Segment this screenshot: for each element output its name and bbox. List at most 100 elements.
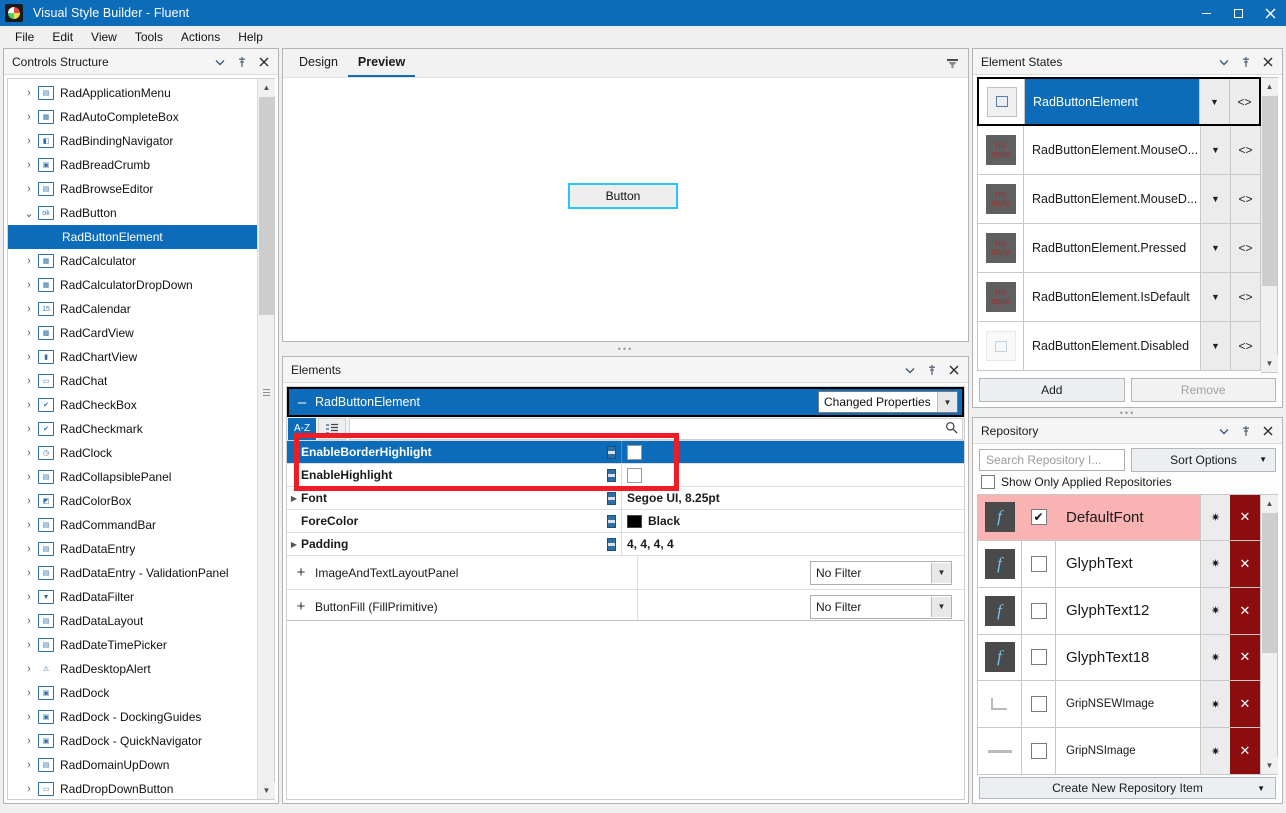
- tree-item-raddock-dockingguides[interactable]: › ▣ RadDock - DockingGuides: [8, 705, 257, 729]
- chevron-right-icon[interactable]: ›: [27, 471, 31, 483]
- tree-item-radbreadcrumb[interactable]: › ▣ RadBreadCrumb: [8, 153, 257, 177]
- property-row[interactable]: EnableBorderHighlight: [287, 441, 964, 464]
- element-state-row[interactable]: no style RadButtonElement.MouseD... ▼ <>: [977, 175, 1261, 224]
- pin-icon[interactable]: [1236, 52, 1256, 72]
- tree-item-raddataentry-validationpanel[interactable]: › ▤ RadDataEntry - ValidationPanel: [8, 561, 257, 585]
- chevron-right-icon[interactable]: ›: [27, 711, 31, 723]
- remove-state-button[interactable]: Remove: [1130, 378, 1276, 402]
- property-value[interactable]: [621, 441, 964, 463]
- tree-item-raddatafilter[interactable]: › ▼ RadDataFilter: [8, 585, 257, 609]
- chevron-down-icon[interactable]: [900, 360, 920, 380]
- property-binding-icon[interactable]: [601, 514, 621, 528]
- property-row[interactable]: ▶ Font Segoe UI, 8.25pt: [287, 487, 964, 510]
- chevron-right-icon[interactable]: ›: [27, 519, 31, 531]
- tab-preview[interactable]: Preview: [347, 49, 416, 77]
- repository-row[interactable]: GripNSImage ✷ ✕: [977, 728, 1261, 775]
- menu-tools[interactable]: Tools: [134, 30, 163, 44]
- close-icon[interactable]: [254, 52, 274, 72]
- tree-item-raddataentry[interactable]: › ▤ RadDataEntry: [8, 537, 257, 561]
- property-value[interactable]: [621, 464, 964, 486]
- child-filter-select[interactable]: No Filter ▼: [810, 594, 952, 619]
- state-code-button[interactable]: <>: [1230, 126, 1260, 174]
- tree-item-radcalendar[interactable]: › 15 RadCalendar: [8, 297, 257, 321]
- repository-checkbox[interactable]: [1030, 555, 1047, 572]
- states-scrollbar[interactable]: ▲ ▼: [1261, 77, 1278, 373]
- menu-actions[interactable]: Actions: [180, 30, 221, 44]
- state-dropdown-button[interactable]: ▼: [1200, 322, 1230, 370]
- tree-item-radcollapsiblepanel[interactable]: › ▤ RadCollapsiblePanel: [8, 465, 257, 489]
- chevron-right-icon[interactable]: ›: [27, 735, 31, 747]
- create-new-repository-item-button[interactable]: Create New Repository Item ▼: [979, 777, 1276, 799]
- menu-edit[interactable]: Edit: [52, 30, 74, 44]
- expand-arrow-icon[interactable]: ▶: [290, 539, 298, 549]
- apply-icon[interactable]: ✷: [1200, 495, 1230, 540]
- scroll-up-icon[interactable]: ▲: [1261, 78, 1278, 95]
- tree-item-raddropdownbutton[interactable]: › ▭ RadDropDownButton: [8, 777, 257, 799]
- category-sort-icon[interactable]: [318, 417, 346, 440]
- property-row[interactable]: ▶ Padding 4, 4, 4, 4: [287, 533, 964, 556]
- chevron-right-icon[interactable]: ›: [27, 615, 31, 627]
- tree-item-radcheckmark[interactable]: › ✔ RadCheckmark: [8, 417, 257, 441]
- maximize-button[interactable]: [1222, 0, 1254, 26]
- chevron-right-icon[interactable]: ›: [27, 87, 31, 99]
- tree-item-radclock[interactable]: › ◷ RadClock: [8, 441, 257, 465]
- pin-icon[interactable]: [232, 52, 252, 72]
- add-state-button[interactable]: Add: [979, 378, 1125, 402]
- repository-scrollbar[interactable]: ▲ ▼: [1261, 494, 1278, 775]
- apply-icon[interactable]: ✷: [1200, 681, 1230, 728]
- property-row[interactable]: ForeColor Black: [287, 510, 964, 533]
- tab-design[interactable]: Design: [299, 55, 338, 69]
- tree-item-radcolorbox[interactable]: › ◩ RadColorBox: [8, 489, 257, 513]
- chevron-right-icon[interactable]: ›: [27, 783, 31, 795]
- property-value[interactable]: 4, 4, 4, 4: [621, 533, 964, 555]
- chevron-right-icon[interactable]: ›: [27, 399, 31, 411]
- close-icon[interactable]: [944, 360, 964, 380]
- scroll-thumb[interactable]: [1262, 513, 1277, 653]
- state-code-button[interactable]: <>: [1230, 224, 1260, 272]
- state-dropdown-button[interactable]: ▼: [1200, 175, 1230, 223]
- element-state-row[interactable]: no style RadButtonElement.Pressed ▼ <>: [977, 224, 1261, 273]
- expand-arrow-icon[interactable]: ▶: [290, 493, 298, 503]
- property-search-input[interactable]: [349, 417, 963, 440]
- apply-icon[interactable]: ✷: [1200, 634, 1230, 681]
- horizontal-splitter[interactable]: •••: [617, 344, 634, 354]
- tree-item-radbrowseeditor[interactable]: › ▤ RadBrowseEditor: [8, 177, 257, 201]
- close-icon[interactable]: [1258, 421, 1278, 441]
- apply-icon[interactable]: ✷: [1200, 540, 1230, 587]
- chevron-right-icon[interactable]: ›: [27, 687, 31, 699]
- element-state-row[interactable]: no style RadButtonElement.IsDefault ▼ <>: [977, 273, 1261, 322]
- pin-icon[interactable]: [1236, 421, 1256, 441]
- sort-options-button[interactable]: Sort Options ▼: [1131, 447, 1276, 472]
- chevron-right-icon[interactable]: ›: [27, 159, 31, 171]
- tree-item-raddock[interactable]: › ▣ RadDock: [8, 681, 257, 705]
- chevron-right-icon[interactable]: ›: [27, 351, 31, 363]
- state-code-button[interactable]: <>: [1229, 79, 1259, 124]
- tree-item-raddock-quicknavigator[interactable]: › ▣ RadDock - QuickNavigator: [8, 729, 257, 753]
- tree-item-raddesktopalert[interactable]: › ⚠ RadDesktopAlert: [8, 657, 257, 681]
- property-binding-icon[interactable]: [601, 537, 621, 551]
- tree-scrollbar[interactable]: ▲ ▼: [257, 79, 275, 799]
- scroll-up-icon[interactable]: ▲: [258, 79, 275, 96]
- chevron-right-icon[interactable]: ›: [27, 135, 31, 147]
- tree-item-radautocompletebox[interactable]: › ▦ RadAutoCompleteBox: [8, 105, 257, 129]
- chevron-down-icon[interactable]: ▼: [931, 596, 951, 617]
- state-code-button[interactable]: <>: [1230, 322, 1260, 370]
- chevron-right-icon[interactable]: ›: [27, 543, 31, 555]
- menu-help[interactable]: Help: [238, 30, 263, 44]
- repository-row[interactable]: f GlyphText12 ✷ ✕: [977, 587, 1261, 635]
- element-state-row[interactable]: RadButtonElement ▼ <>: [977, 77, 1261, 126]
- chevron-right-icon[interactable]: ›: [27, 279, 31, 291]
- repository-checkbox[interactable]: [1030, 649, 1047, 666]
- repository-row[interactable]: f ✔ DefaultFont ✷ ✕: [977, 494, 1261, 541]
- menu-file[interactable]: File: [15, 30, 35, 44]
- chevron-right-icon[interactable]: ›: [27, 639, 31, 651]
- tree-item-raddatetimepicker[interactable]: › ▤ RadDateTimePicker: [8, 633, 257, 657]
- child-element-row[interactable]: + ImageAndTextLayoutPanel No Filter ▼: [287, 556, 964, 590]
- chevron-right-icon[interactable]: ›: [27, 303, 31, 315]
- state-code-button[interactable]: <>: [1230, 175, 1260, 223]
- chevron-right-icon[interactable]: ›: [27, 255, 31, 267]
- property-binding-icon[interactable]: [601, 491, 621, 505]
- funnel-icon[interactable]: [942, 53, 962, 73]
- delete-icon[interactable]: ✕: [1230, 587, 1260, 634]
- menu-view[interactable]: View: [91, 30, 117, 44]
